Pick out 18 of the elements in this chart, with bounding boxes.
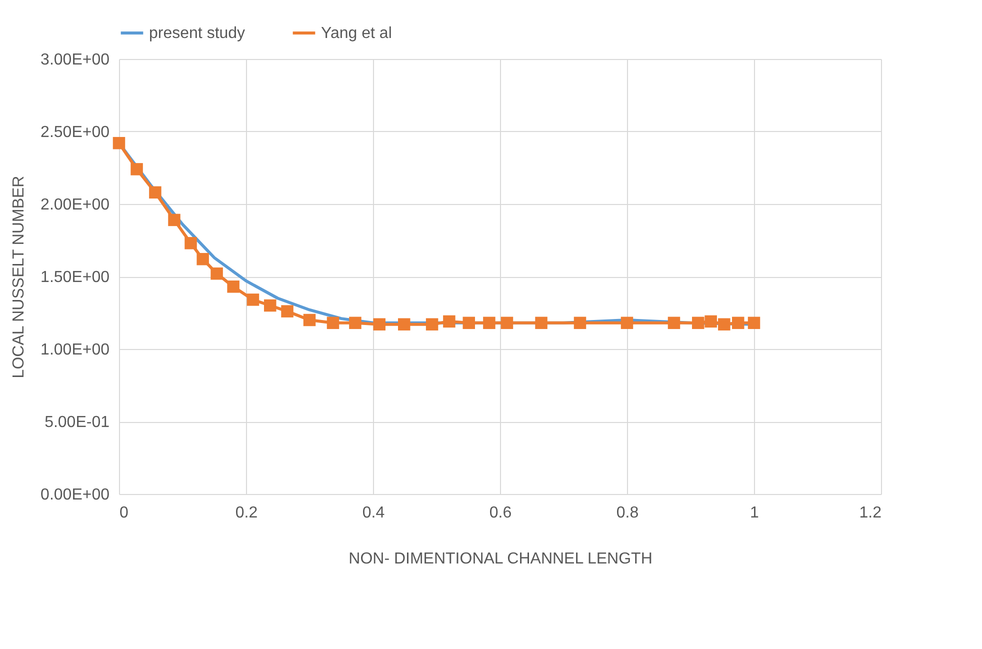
x-axis-title: NON- DIMENTIONAL CHANNEL LENGTH (348, 550, 652, 568)
y-tick-label: 5.00E-01 (44, 414, 110, 431)
y-tick-label: 2.50E+00 (40, 124, 110, 141)
y-tick-label: 3.00E+00 (40, 52, 110, 68)
x-tick-label: 0.8 (616, 504, 639, 522)
x-tick-label: 0.4 (362, 504, 385, 522)
x-tick-label: 0 (120, 504, 128, 522)
y-tick-label: 1.50E+00 (40, 269, 110, 286)
x-tick-label: 1 (750, 504, 760, 522)
y-tick-label: 0.00E+00 (40, 486, 110, 504)
y-tick-label: 2.00E+00 (40, 196, 110, 214)
y-tick-label: 1.00E+00 (40, 342, 110, 358)
legend-label: present study (149, 25, 246, 42)
x-tick-label: 0.6 (489, 504, 512, 522)
x-tick-label: 1.2 (859, 504, 882, 522)
y-axis-title: LOCAL NUSSELT NUMBER (10, 176, 28, 378)
legend-label: Yang et al (321, 25, 392, 42)
x-tick-label: 0.2 (235, 504, 258, 522)
